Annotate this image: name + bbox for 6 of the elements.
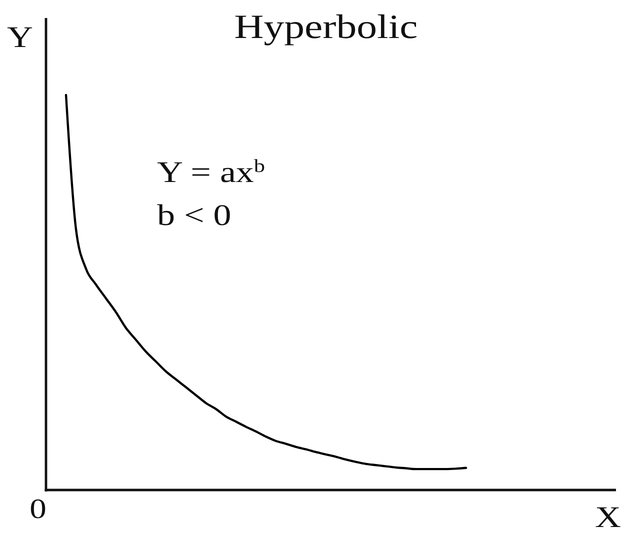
annotation: b < 0 bbox=[157, 198, 232, 232]
y-axis-title: Y bbox=[7, 20, 34, 54]
x-axis-title: X bbox=[595, 500, 622, 533]
text: 0 bbox=[30, 492, 46, 524]
annotation: Y = ax$^{b}$ bbox=[157, 156, 266, 190]
chart-title: Hyperbolic bbox=[234, 9, 418, 46]
